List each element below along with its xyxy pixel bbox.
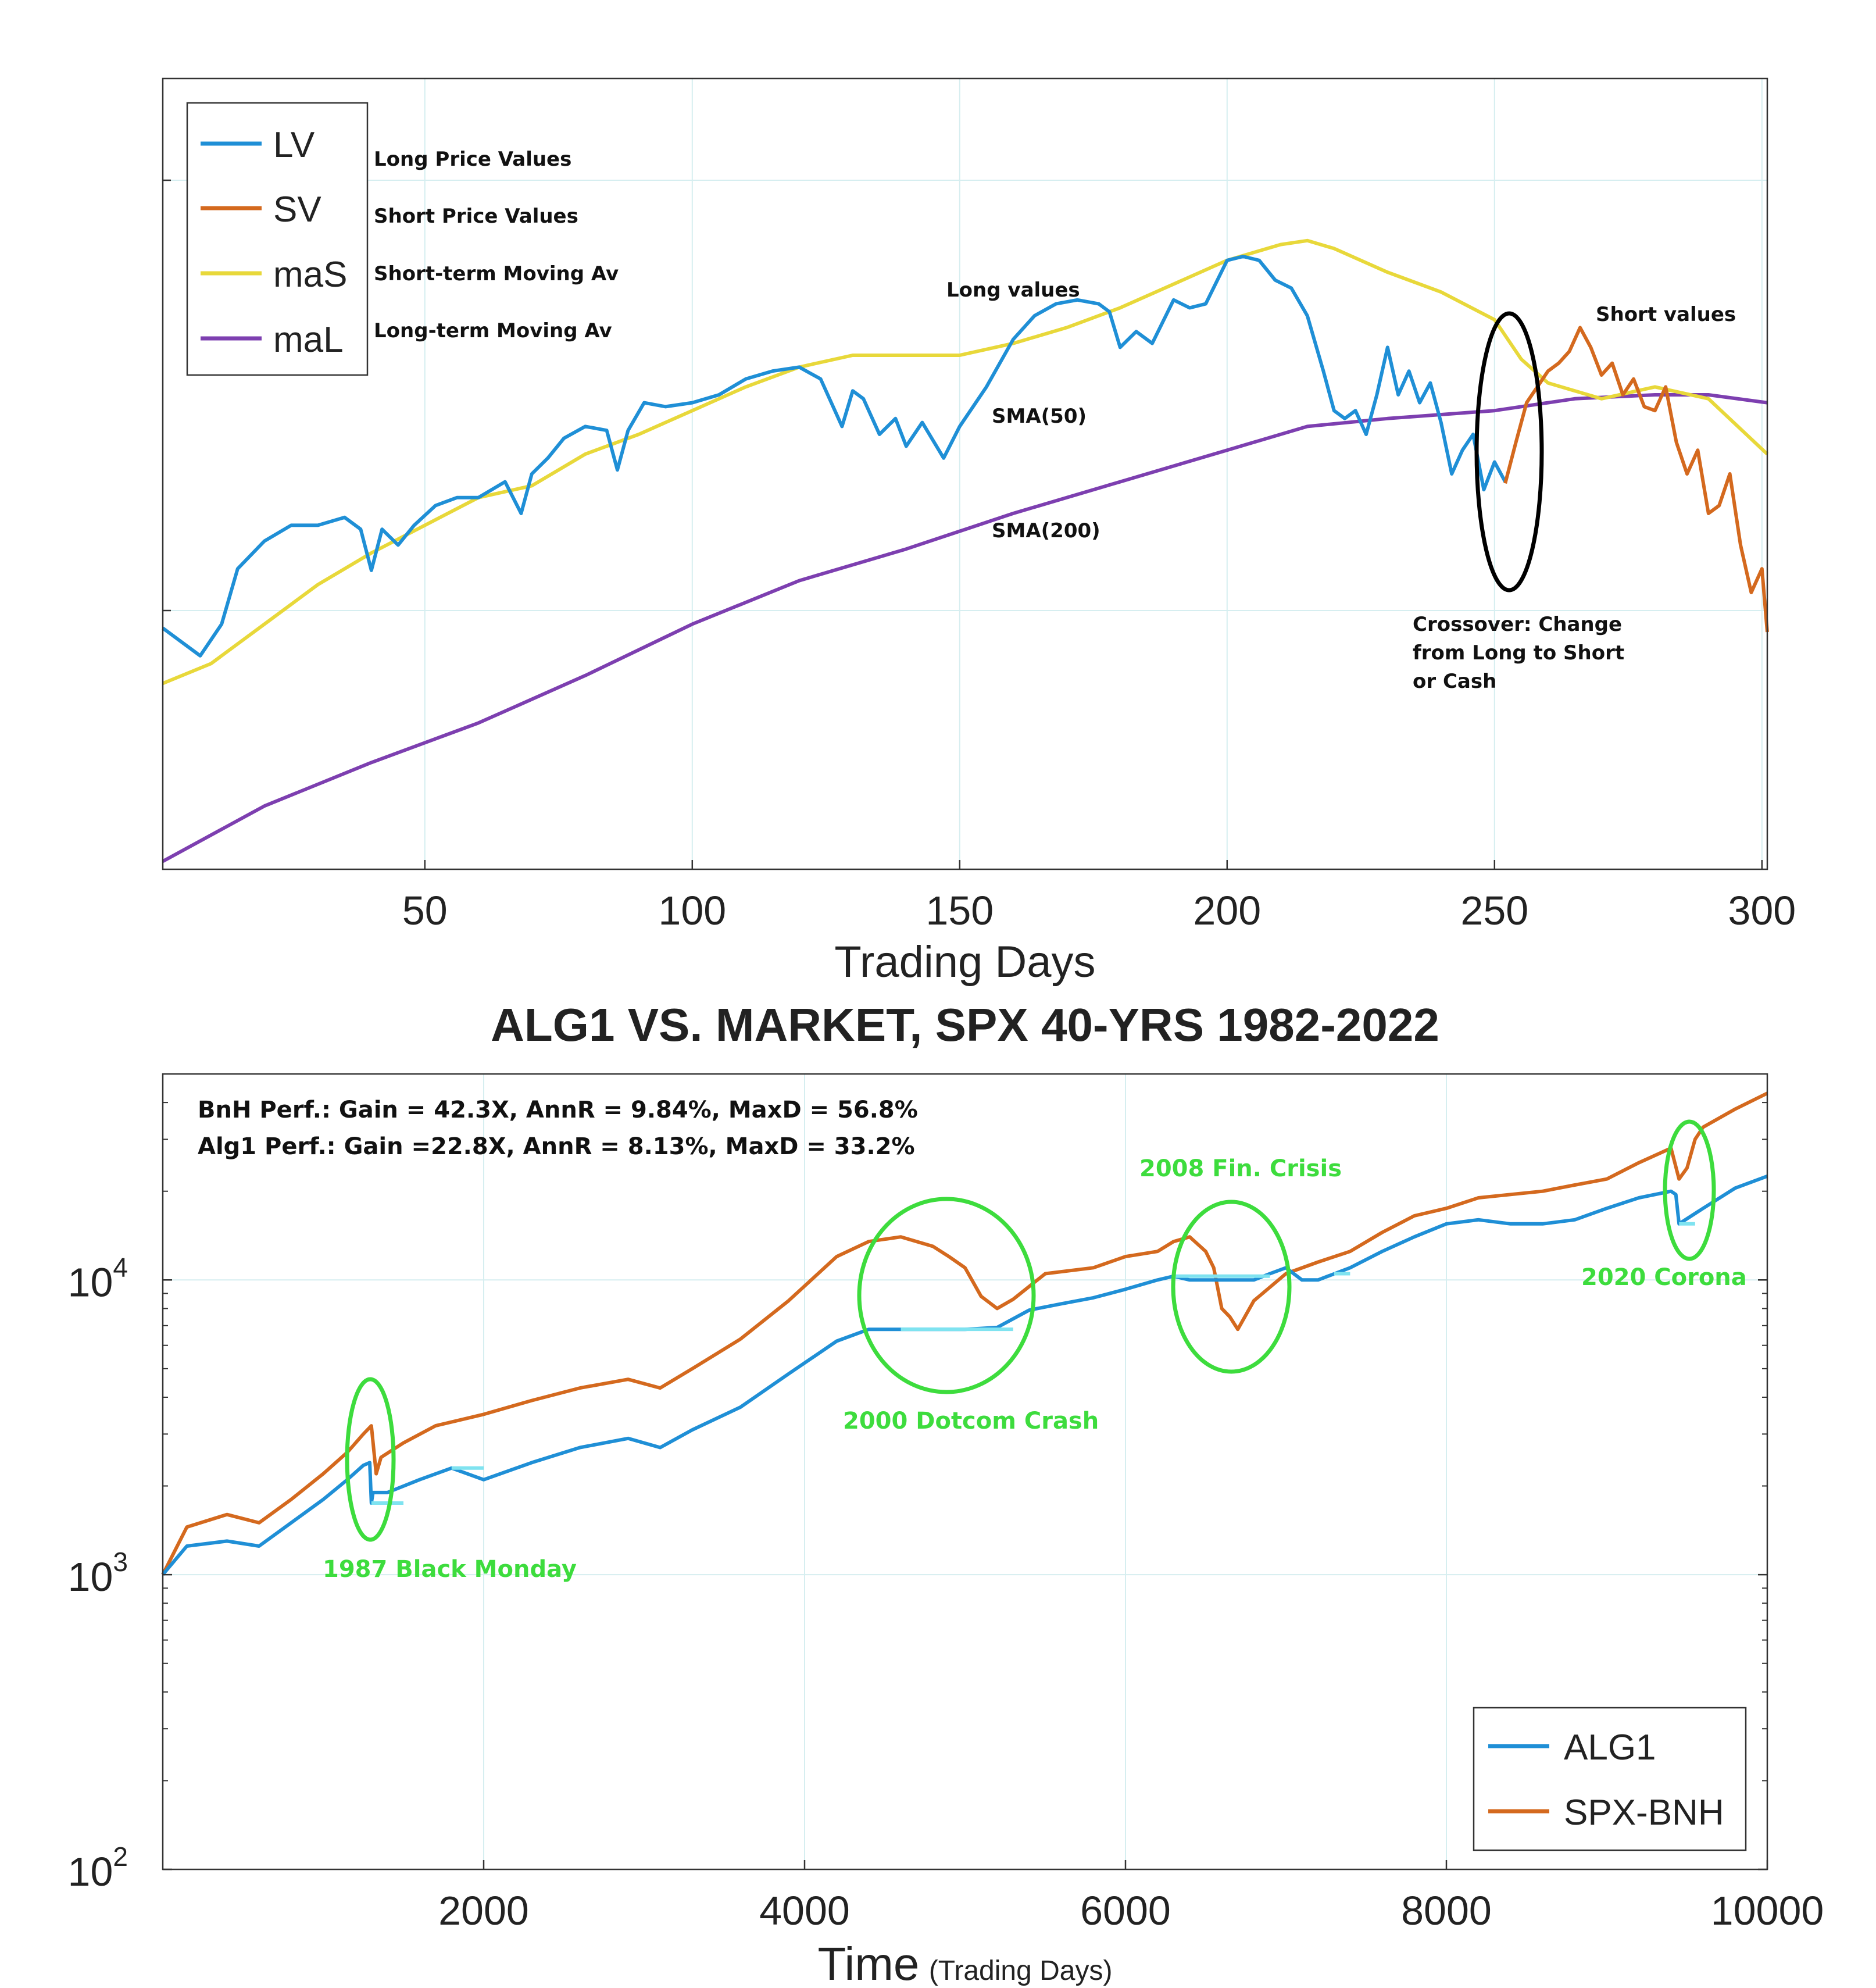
bottom-plot-frame — [162, 1073, 1768, 1871]
annotation-corona: 2020 Corona — [1581, 1264, 1747, 1291]
y-tick-exponent: 4 — [113, 1252, 128, 1282]
bnh-performance-stats: BnH Perf.: Gain = 42.3X, AnnR = 9.84%, M… — [198, 1097, 918, 1123]
bottom-x-tick-label: 10000 — [1711, 1888, 1824, 1933]
top-x-tick-label: 250 — [1460, 888, 1528, 933]
top-x-tick-label: 150 — [926, 888, 994, 933]
top-x-tick-label: 200 — [1193, 888, 1261, 933]
legend-sv-label: SV — [273, 190, 321, 230]
legend-alg1-label: ALG1 — [1564, 1728, 1656, 1768]
crossover-ellipse — [1474, 311, 1544, 593]
series-lv-line — [162, 255, 1507, 658]
annotation-sma50: SMA(50) — [992, 405, 1087, 428]
top-legend: LV SV maS maL — [186, 102, 369, 376]
event-annotations: 1987 Black Monday 2000 Dotcom Crash 2008… — [323, 1119, 1747, 1583]
bottom-x-tick-label: 8000 — [1401, 1888, 1492, 1933]
bottom-x-tick-label: 6000 — [1080, 1888, 1171, 1933]
top-x-tick-label: 50 — [402, 888, 448, 933]
top-legend-box — [186, 102, 369, 376]
top-x-tick-label: 100 — [658, 888, 726, 933]
annotation-crossover-line-2: from Long to Short — [1413, 641, 1624, 665]
legend-lv-label: LV — [273, 125, 315, 165]
bottom-y-tick-label: 103 — [68, 1547, 128, 1600]
legend-lv-description: Long Price Values — [374, 148, 571, 171]
bottom-legend: ALG1 SPX-BNH — [1473, 1707, 1747, 1851]
series-mas-line — [162, 238, 1769, 686]
legend-mal-description: Long-term Moving Av — [374, 319, 612, 342]
bottom-chart-title: ALG1 VS. MARKET, SPX 40-YRS 1982-2022 — [491, 999, 1439, 1051]
bottom-x-tick-label: 2000 — [438, 1888, 529, 1933]
bottom-x-axis-label: Time (Trading Days) — [818, 1938, 1113, 1988]
legend-mas-label: maS — [273, 255, 347, 295]
legend-mas-description: Short-term Moving Av — [374, 262, 619, 285]
annotation-dotcom: 2000 Dotcom Crash — [843, 1408, 1099, 1434]
series-mal-line — [162, 393, 1768, 863]
dotcom-ellipse — [857, 1197, 1036, 1394]
y-tick-base: 10 — [68, 1259, 113, 1305]
legend-spx-label: SPX-BNH — [1564, 1793, 1724, 1833]
annotation-short-values: Short values — [1596, 303, 1736, 326]
trading-days-chart: 50 100 150 200 250 300 Trading Days LV SV maS… — [162, 77, 1796, 987]
top-x-tick-label: 300 — [1728, 888, 1796, 933]
series-sv-line — [1503, 326, 1769, 633]
fin-crisis-ellipse — [1171, 1200, 1292, 1374]
bottom-x-ticks: 2000 4000 6000 8000 10000 — [438, 1860, 1824, 1933]
bottom-series-layer — [161, 1091, 1768, 1576]
alg1-performance-stats: Alg1 Perf.: Gain =22.8X, AnnR = 8.13%, M… — [198, 1133, 915, 1160]
legend-mal-label: maL — [273, 320, 344, 360]
black-monday-ellipse — [345, 1377, 396, 1542]
y-tick-exponent: 3 — [113, 1547, 128, 1577]
annotation-black-monday: 1987 Black Monday — [323, 1556, 577, 1583]
annotation-sma200: SMA(200) — [992, 519, 1100, 542]
bottom-y-tick-label: 102 — [68, 1841, 128, 1894]
annotation-crossover-line-3: or Cash — [1413, 670, 1496, 693]
top-plot-frame — [162, 77, 1768, 870]
bottom-x-axis-label-main: Time — [818, 1938, 920, 1988]
annotation-fin-crisis: 2008 Fin. Crisis — [1139, 1155, 1342, 1182]
bottom-x-tick-label: 4000 — [759, 1888, 850, 1933]
y-tick-exponent: 2 — [113, 1841, 128, 1872]
bottom-y-tick-label: 104 — [68, 1252, 128, 1305]
top-x-ticks: 50 100 150 200 250 300 — [163, 179, 1796, 933]
top-x-axis-label: Trading Days — [834, 937, 1095, 987]
series-spx-bnh-line — [161, 1091, 1768, 1576]
top-grid — [163, 78, 1767, 869]
annotation-long-values: Long values — [946, 279, 1080, 302]
top-series-layer — [162, 238, 1769, 863]
bottom-legend-box — [1473, 1707, 1747, 1851]
y-tick-base: 10 — [68, 1849, 113, 1894]
annotation-crossover-line-1: Crossover: Change — [1413, 613, 1622, 636]
corona-ellipse — [1663, 1119, 1716, 1261]
bottom-x-axis-label-suffix: (Trading Days) — [929, 1955, 1113, 1986]
y-tick-base: 10 — [68, 1554, 113, 1600]
legend-sv-description: Short Price Values — [374, 205, 578, 228]
series-alg1-line — [161, 1174, 1768, 1576]
